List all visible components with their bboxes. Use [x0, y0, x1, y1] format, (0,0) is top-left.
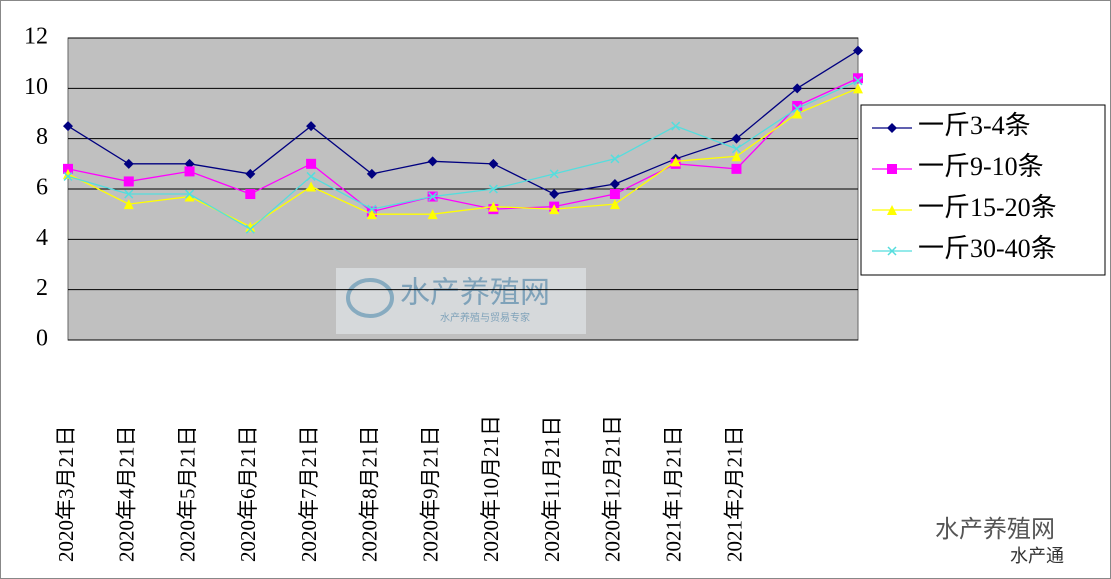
point: [124, 189, 134, 199]
point: [184, 191, 195, 202]
point: [488, 158, 499, 169]
x-tick-label: 2021年1月21日: [662, 426, 686, 563]
point: [731, 151, 742, 162]
point: [853, 76, 863, 86]
point: [245, 221, 256, 232]
point: [245, 224, 255, 234]
point: [427, 156, 438, 167]
watermark-text: 水产养殖网: [400, 276, 550, 311]
point: [549, 189, 560, 200]
point: [731, 163, 742, 174]
x-tick-label: 2020年9月21日: [418, 426, 442, 563]
point: [245, 168, 256, 179]
point: [609, 199, 620, 210]
x-tick-label: 2020年5月21日: [175, 426, 199, 563]
point: [887, 164, 897, 174]
x-tick-label: 2020年6月21日: [236, 426, 260, 563]
x-tick-label: 2020年8月21日: [358, 426, 382, 563]
point: [887, 246, 897, 256]
series-line: [67, 77, 859, 213]
point: [63, 168, 73, 179]
point: [306, 158, 317, 169]
x-tick-label: 2020年3月21日: [54, 426, 78, 563]
point: [853, 83, 863, 94]
point: [853, 73, 863, 84]
point: [887, 123, 897, 133]
point: [549, 169, 559, 179]
point: [670, 156, 681, 167]
point: [549, 204, 560, 215]
point: [731, 144, 741, 154]
corner-watermark-small: 水产通: [1010, 546, 1064, 567]
x-tick-label: 2020年10月21日: [479, 415, 503, 562]
point: [488, 201, 499, 212]
point: [610, 154, 620, 164]
point: [792, 83, 803, 94]
y-tick-label: 0: [36, 326, 48, 352]
watermark: 水产养殖网 水产养殖与贸易专家: [336, 268, 586, 334]
point: [306, 181, 317, 192]
point: [792, 100, 803, 111]
point: [306, 121, 317, 132]
point: [366, 209, 377, 220]
point: [123, 176, 134, 187]
x-tick-label: 2020年7月21日: [297, 426, 321, 563]
point: [792, 108, 803, 119]
point: [184, 158, 195, 169]
legend-box: [860, 104, 1106, 276]
point: [427, 209, 438, 220]
y-tick-label: 2: [36, 275, 48, 301]
y-tick-label: 4: [36, 225, 48, 251]
point: [609, 189, 620, 200]
point: [428, 192, 438, 202]
point: [609, 178, 620, 189]
x-tick-label: 2020年12月21日: [601, 415, 625, 562]
point: [671, 121, 681, 131]
legend-label: 一斤9-10条: [918, 152, 1044, 181]
point: [63, 121, 73, 132]
series-line: [67, 80, 859, 231]
point: [731, 133, 742, 144]
watermark-logo: [346, 278, 394, 318]
point: [185, 189, 195, 199]
y-tick-label: 6: [36, 175, 48, 201]
point: [853, 45, 863, 56]
legend-label: 一斤15-20条: [918, 193, 1057, 222]
point: [63, 163, 73, 174]
x-tick-label: 2021年2月21日: [722, 426, 746, 563]
point: [792, 103, 802, 113]
point: [366, 168, 377, 179]
point: [488, 184, 498, 194]
x-tick-label: 2020年4月21日: [115, 426, 139, 563]
point: [123, 199, 134, 210]
corner-watermark: 水产养殖网: [935, 515, 1055, 543]
point: [245, 189, 256, 200]
point: [123, 158, 134, 169]
point: [184, 166, 195, 177]
legend-label: 一斤30-40条: [918, 234, 1057, 263]
watermark-subtext: 水产养殖与贸易专家: [440, 311, 530, 324]
point: [306, 171, 316, 181]
y-tick-label: 10: [24, 74, 48, 100]
series-line: [67, 87, 859, 228]
point: [887, 205, 897, 215]
y-tick-label: 8: [36, 124, 48, 150]
legend-label: 一斤3-4条: [918, 111, 1031, 140]
point: [367, 204, 377, 214]
x-tick-label: 2020年11月21日: [540, 416, 564, 562]
series-line: [67, 50, 859, 195]
point: [63, 171, 73, 181]
y-tick-label: 12: [24, 24, 48, 50]
